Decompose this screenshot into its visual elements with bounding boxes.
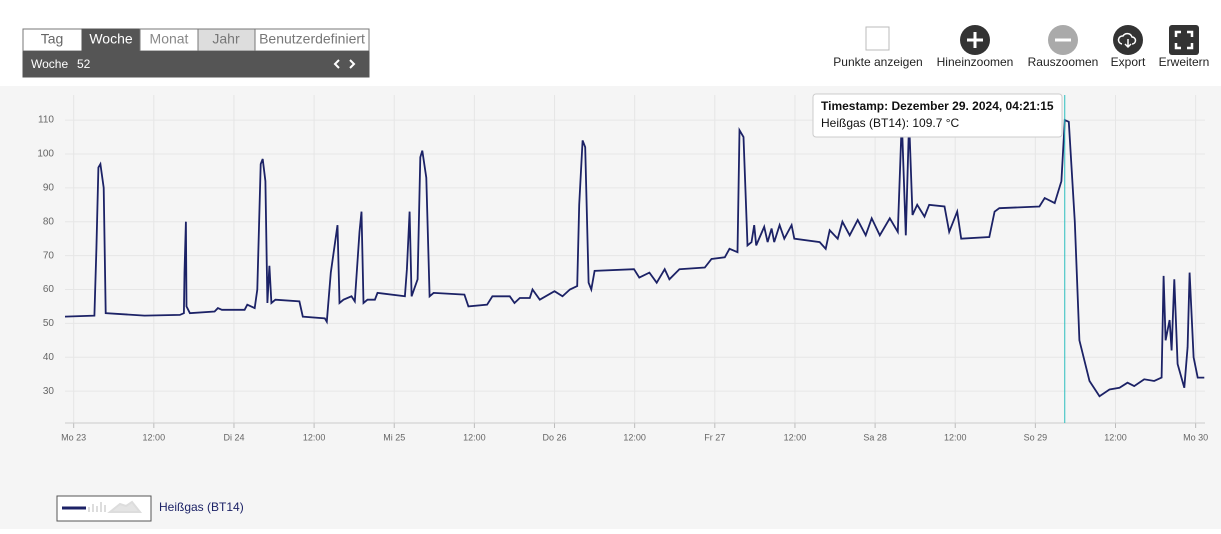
- x-tick-label: 12:00: [784, 432, 807, 442]
- tooltip: Timestamp: Dezember 29. 2024, 04:21:15 He…: [812, 93, 1063, 138]
- y-tick-label: 40: [43, 352, 55, 363]
- tabs: Tag Woche Monat Jahr Benutzerdefiniert W…: [22, 28, 370, 78]
- x-tick-label: So 29: [1024, 432, 1048, 442]
- action-label[interactable]: Erweitern: [1159, 55, 1210, 69]
- tab-label[interactable]: Jahr: [212, 31, 240, 47]
- tab-label[interactable]: Monat: [150, 31, 189, 47]
- x-tick-label: Mi 25: [383, 432, 405, 442]
- x-tick-label: 12:00: [623, 432, 646, 442]
- period-bar: [23, 51, 369, 77]
- x-tick-label: Do 26: [543, 432, 567, 442]
- tooltip-text: Heißgas (BT14): 109.7 °C: [821, 116, 960, 130]
- next-arrow[interactable]: [349, 59, 356, 69]
- corners: [1174, 30, 1194, 50]
- y-tick-label: 70: [43, 250, 55, 261]
- y-tick-label: 100: [37, 149, 54, 160]
- x-tick-label: 12:00: [463, 432, 486, 442]
- tooltip-title: Timestamp: Dezember 29. 2024, 04:21:15: [821, 99, 1054, 113]
- plot: 30 40 50 60 70 80 90 100 110 Mo 23 12:00 Di 24 12:00…: [37, 93, 1208, 442]
- x-tick-label: Mo 23: [61, 432, 86, 442]
- tab-label[interactable]: Woche: [89, 31, 133, 47]
- tab-label[interactable]: Tag: [41, 31, 64, 47]
- y-tick-label: 50: [43, 318, 55, 329]
- y-tick-label: 90: [43, 182, 55, 193]
- chart-panel: [0, 86, 1221, 529]
- period-label: Woche: [31, 57, 68, 71]
- y-tick-label: 110: [38, 115, 54, 126]
- expand-icon[interactable]: [1169, 25, 1199, 55]
- plus: [967, 32, 983, 48]
- y-tick-label: 60: [43, 284, 55, 295]
- x-tick-label: 12:00: [944, 432, 967, 442]
- legend-label[interactable]: Heißgas (BT14): [159, 500, 244, 514]
- action-label[interactable]: Export: [1111, 55, 1146, 69]
- x-tick-label: Mo 30: [1183, 432, 1208, 442]
- period-value: 52: [77, 57, 91, 71]
- y-tick-label: 80: [43, 216, 55, 227]
- action-label[interactable]: Hineinzoomen: [937, 55, 1014, 69]
- x-tick-label: Sa 28: [863, 432, 887, 442]
- actions: Punkte anzeigen Hineinzoomen Rauszoomen …: [833, 25, 1209, 69]
- prev-arrow[interactable]: [333, 59, 340, 69]
- x-tick-label: 12:00: [303, 432, 326, 442]
- x-tick-label: Di 24: [223, 432, 244, 442]
- checkbox[interactable]: [865, 26, 890, 51]
- series-line: [64, 118, 1205, 398]
- action-label[interactable]: Rauszoomen: [1028, 55, 1099, 69]
- x-tick-label: Fr 27: [704, 432, 725, 442]
- action-label[interactable]: Punkte anzeigen: [833, 55, 922, 69]
- tab-label[interactable]: Benutzerdefiniert: [259, 31, 365, 47]
- x-tick-label: 12:00: [143, 432, 166, 442]
- cloud: [1117, 32, 1137, 49]
- legend-decoration: [88, 500, 143, 513]
- x-tick-label: 12:00: [1104, 432, 1127, 442]
- tooltip-box: [812, 93, 1063, 138]
- y-tick-label: 30: [43, 386, 55, 397]
